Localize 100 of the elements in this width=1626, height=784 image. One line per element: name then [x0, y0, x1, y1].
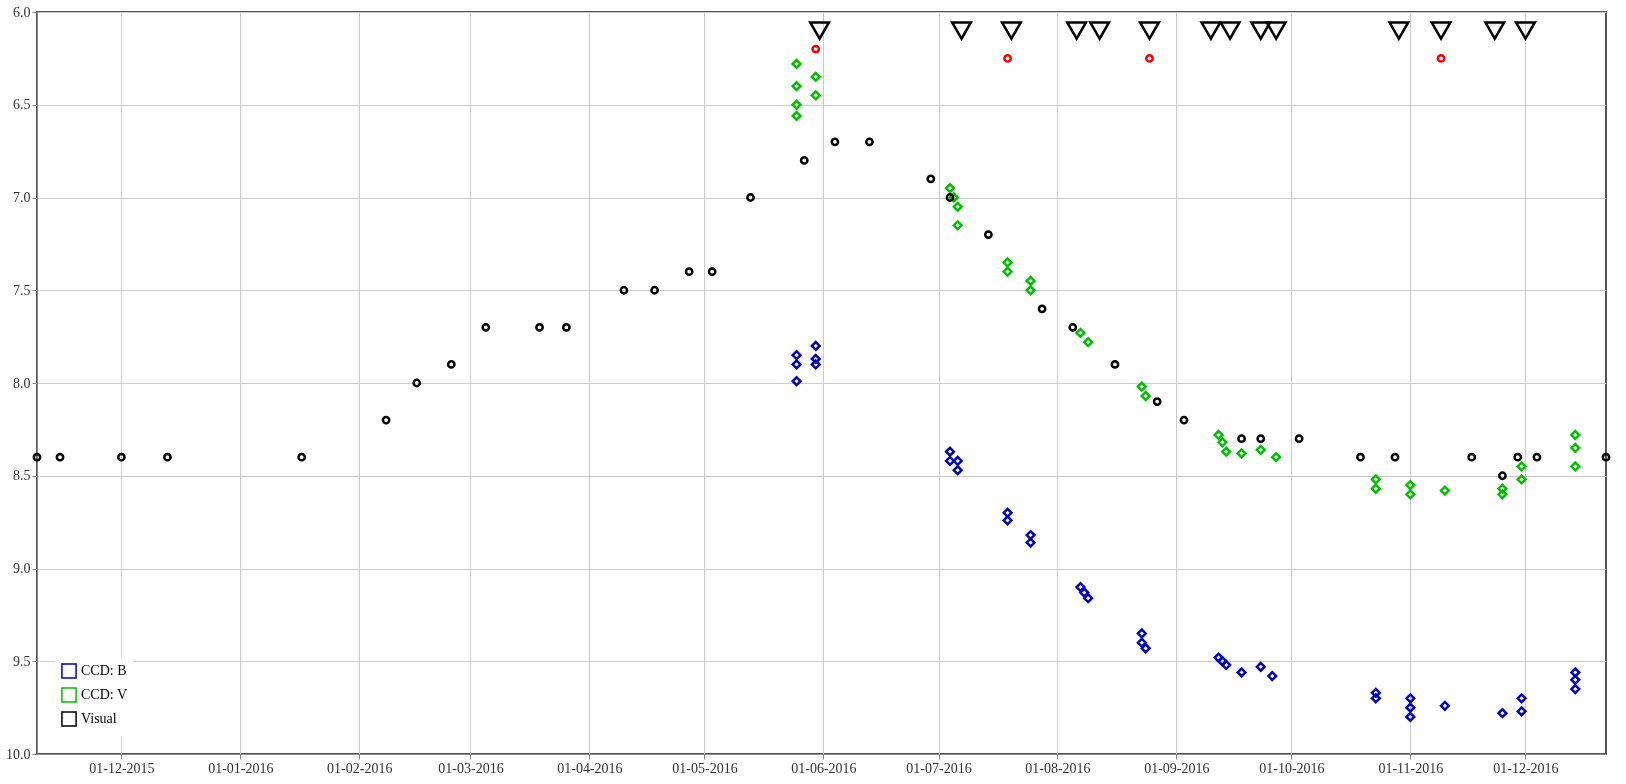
point: [791, 359, 802, 370]
x-tick-label: 01-01-2016: [208, 760, 274, 776]
point: [1256, 434, 1266, 444]
point: [561, 322, 571, 332]
point: [1516, 693, 1527, 704]
x-tick-label: 01-03-2016: [438, 760, 504, 776]
point: [446, 360, 456, 369]
point: [1601, 452, 1611, 462]
x-tick-label: 01-06-2016: [791, 760, 857, 776]
point: [1255, 661, 1266, 672]
legend-label: CCD: B: [81, 663, 127, 678]
point: [810, 90, 821, 101]
point: [1219, 21, 1241, 40]
point: [1075, 327, 1086, 339]
point: [684, 267, 694, 277]
point: [1439, 485, 1450, 496]
point: [1436, 53, 1446, 63]
point: [1200, 21, 1222, 40]
point: [791, 58, 802, 70]
point: [1405, 489, 1416, 500]
point: [811, 44, 821, 54]
point: [952, 220, 963, 231]
point: [1213, 429, 1224, 441]
point: [1390, 452, 1400, 462]
point: [1356, 452, 1365, 462]
point: [746, 193, 755, 202]
point: [1025, 285, 1036, 296]
point: [1532, 452, 1542, 462]
x-tick-label: 01-04-2016: [557, 760, 623, 776]
point: [1497, 489, 1508, 500]
point: [619, 285, 629, 295]
point: [1089, 21, 1111, 40]
point: [1405, 702, 1416, 713]
point: [1152, 397, 1162, 406]
point: [481, 322, 491, 332]
point: [1516, 461, 1527, 472]
point: [1265, 21, 1287, 40]
point: [1179, 415, 1189, 425]
point: [1075, 581, 1086, 593]
point: [1003, 53, 1012, 63]
point: [808, 21, 831, 40]
legend-label: CCD: V: [81, 687, 128, 702]
point: [1079, 587, 1090, 598]
point: [1002, 257, 1013, 268]
point: [1213, 652, 1224, 663]
point: [1138, 21, 1161, 40]
point: [1066, 21, 1088, 40]
y-tick-label: 7.0: [13, 190, 31, 205]
y-tick-label: 7.5: [13, 282, 31, 298]
point: [1025, 275, 1036, 287]
x-tick-label: 01-08-2016: [1025, 760, 1091, 776]
point: [810, 359, 821, 370]
legend-label: Visual: [81, 711, 117, 726]
point: [944, 183, 956, 194]
point: [1497, 708, 1508, 719]
point: [1221, 659, 1232, 671]
point: [1068, 322, 1078, 332]
point: [950, 21, 973, 40]
point: [1025, 529, 1036, 541]
point: [1570, 461, 1581, 472]
point: [1467, 452, 1477, 462]
point: [926, 174, 936, 184]
x-tick-label: 01-05-2016: [672, 760, 738, 776]
point: [116, 452, 126, 462]
x-tick-label: 01-12-2015: [89, 760, 155, 776]
point: [1082, 337, 1094, 348]
point: [944, 446, 956, 457]
x-tick-label: 01-10-2016: [1259, 760, 1325, 776]
point: [1082, 593, 1094, 604]
point: [945, 193, 955, 202]
point: [944, 455, 956, 467]
point: [55, 452, 65, 462]
point: [1000, 21, 1022, 40]
point: [952, 465, 963, 476]
point: [1250, 21, 1272, 40]
y-tick-label: 9.0: [13, 561, 31, 576]
point: [1498, 471, 1507, 481]
x-tick-label: 01-09-2016: [1144, 760, 1210, 776]
point: [810, 353, 821, 365]
point: [1037, 304, 1047, 314]
point: [1217, 437, 1228, 448]
point: [1237, 434, 1246, 444]
point: [1267, 670, 1278, 682]
point: [650, 285, 660, 295]
point: [1110, 360, 1120, 369]
point: [1025, 537, 1036, 548]
point: [1405, 711, 1416, 723]
point: [1236, 667, 1247, 678]
point: [1570, 429, 1581, 441]
point: [1136, 637, 1147, 648]
point: [1294, 434, 1304, 444]
point: [1002, 507, 1013, 518]
point: [1136, 381, 1147, 392]
point: [1370, 687, 1381, 698]
point: [381, 415, 391, 425]
point: [791, 110, 802, 121]
point: [1236, 448, 1247, 459]
point: [1570, 667, 1581, 678]
x-tick-label: 01-07-2016: [906, 760, 972, 776]
point: [810, 340, 821, 352]
